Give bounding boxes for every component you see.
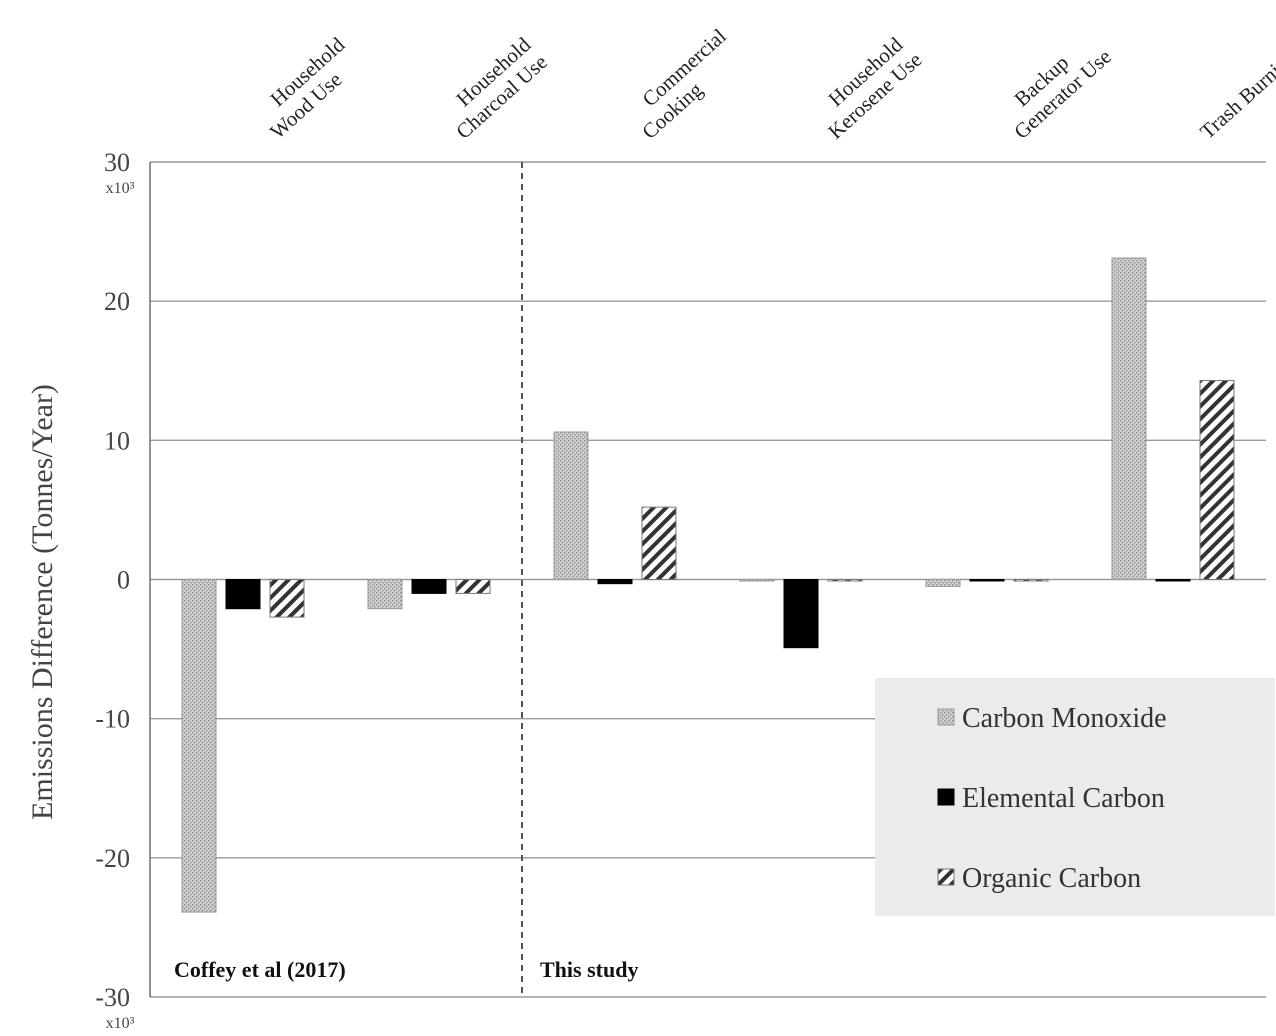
bar-carbon-monoxide: [739, 579, 775, 582]
section-label: This study: [540, 957, 638, 982]
y-multiplier-label: x10³: [106, 180, 135, 197]
y-tick-label: -20: [95, 844, 130, 873]
legend-label: Carbon Monoxide: [962, 703, 1167, 734]
svg-text:HouseholdKerosene Use: HouseholdKerosene Use: [807, 30, 926, 144]
legend-swatch: [937, 788, 955, 806]
bar-organic-carbon: [827, 579, 863, 582]
bar-carbon-monoxide: [925, 579, 961, 587]
svg-text:CommercialCooking: CommercialCooking: [621, 24, 747, 144]
y-axis-title: Emissions Difference (Tonnes/Year): [26, 384, 59, 820]
svg-text:Trash Burning: Trash Burning: [1195, 44, 1276, 143]
bar-elemental-carbon: [969, 579, 1005, 582]
y-tick-label: 10: [104, 426, 130, 455]
svg-text:HouseholdWood Use: HouseholdWood Use: [249, 32, 365, 144]
bar-carbon-monoxide: [1111, 257, 1147, 580]
gridlines: [150, 161, 1266, 998]
legend-swatch: [937, 708, 955, 726]
bar-organic-carbon: [269, 579, 305, 618]
bars: [181, 162, 1235, 997]
bar-organic-carbon: [641, 506, 677, 580]
y-tick-label: -10: [95, 705, 130, 734]
category-label: HouseholdWood Use: [249, 32, 365, 144]
bar-carbon-monoxide: [181, 579, 217, 913]
bar-organic-carbon: [455, 579, 491, 594]
bar-elemental-carbon: [225, 579, 261, 610]
bar-elemental-carbon: [597, 579, 633, 585]
y-tick-label: 30: [104, 148, 130, 177]
y-multiplier-label: x10³: [106, 1015, 135, 1032]
category-label: BackupGenerator Use: [993, 27, 1116, 144]
category-label: HouseholdKerosene Use: [807, 30, 926, 144]
legend-label: Elemental Carbon: [962, 783, 1165, 814]
section-label: Coffey et al (2017): [174, 957, 346, 982]
category-label: Trash Burning: [1195, 44, 1276, 143]
legend-swatch: [937, 868, 955, 886]
y-tick-label: 0: [117, 566, 130, 595]
bar-carbon-monoxide: [367, 579, 403, 610]
category-label: CommercialCooking: [621, 24, 747, 144]
legend-label: Organic Carbon: [962, 863, 1141, 894]
y-tick-label: -30: [95, 983, 130, 1012]
bar-elemental-carbon: [411, 579, 447, 594]
legend: Carbon Monoxide Elemental Carbon Organic C…: [875, 678, 1275, 916]
category-label: HouseholdCharcoal Use: [435, 32, 552, 144]
bar-elemental-carbon: [1155, 579, 1191, 582]
y-axis: 30 20 10 0 -10 -20 -30 x10³ x10³: [95, 148, 151, 1032]
bar-elemental-carbon: [783, 579, 819, 649]
y-tick-label: 20: [104, 287, 130, 316]
svg-text:BackupGenerator Use: BackupGenerator Use: [993, 27, 1116, 144]
section-labels: Coffey et al (2017) This study: [174, 957, 638, 982]
bar-organic-carbon: [1013, 579, 1049, 582]
category-labels: HouseholdWood Use HouseholdCharcoal Use Co…: [249, 24, 1276, 144]
svg-text:HouseholdCharcoal Use: HouseholdCharcoal Use: [435, 32, 552, 144]
bar-organic-carbon: [1199, 379, 1235, 580]
bar-carbon-monoxide: [553, 431, 589, 580]
